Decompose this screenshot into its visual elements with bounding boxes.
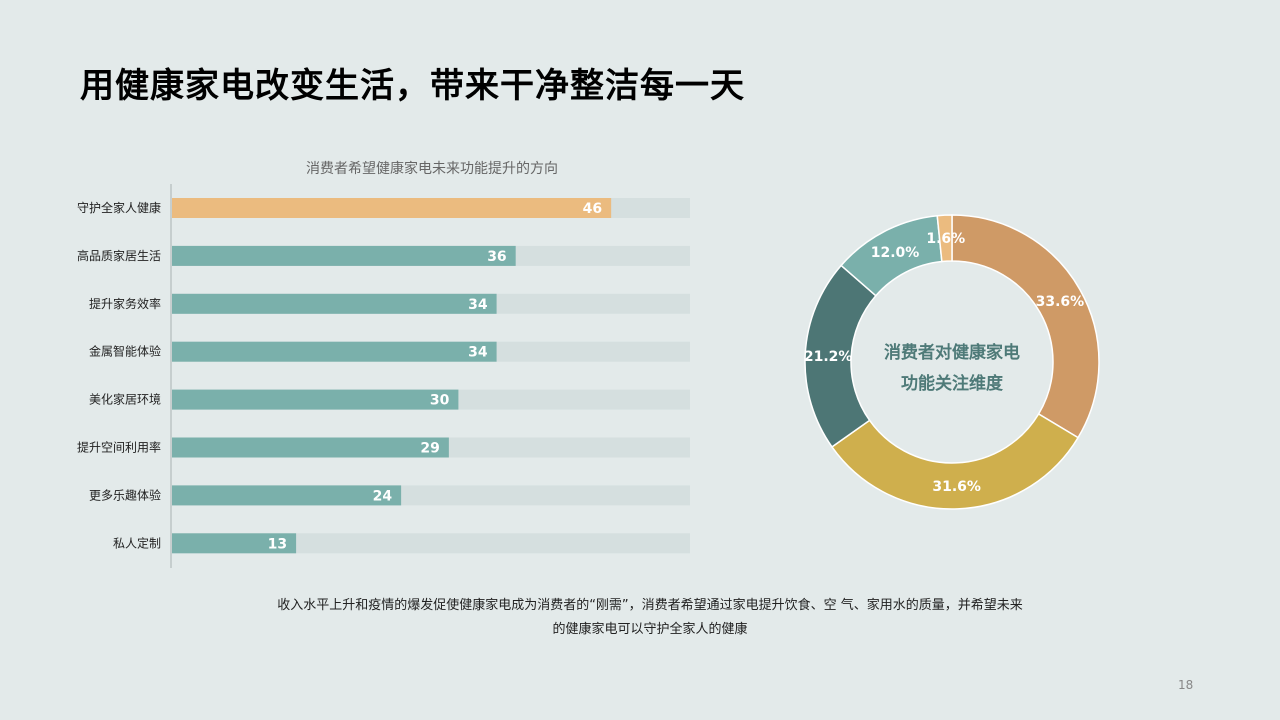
donut-center-line-1: 消费者对健康家电	[884, 343, 1020, 363]
bar-category-label: 提升家务效率	[89, 296, 161, 311]
bar	[172, 485, 402, 506]
bar-category-label: 美化家居环境	[89, 392, 161, 407]
bar	[172, 198, 612, 218]
donut-slice	[936, 214, 953, 263]
donut-value-label: 1.6%	[926, 231, 965, 247]
bar-category-label: 高品质家居生活	[77, 248, 161, 263]
donut-center-line-2: 功能关注维度	[901, 374, 1003, 394]
bar-category-label: 金属智能体验	[89, 344, 161, 359]
donut-value-label: 33.6%	[1036, 294, 1085, 310]
bar-category-label: 守护全家人健康	[77, 200, 161, 215]
donut-value-label: 31.6%	[932, 479, 981, 495]
bar-value-label: 29	[420, 441, 439, 457]
bar	[172, 533, 297, 554]
bar-value-label: 34	[468, 297, 488, 313]
bar	[172, 389, 459, 410]
bar-value-label: 34	[468, 345, 488, 361]
caption-line-1: 收入水平上升和疫情的爆发促使健康家电成为消费者的“刚需”，消费者希望通过家电提升…	[277, 598, 1023, 613]
donut-slice	[951, 214, 1100, 439]
bar-chart-title: 消费者希望健康家电未来功能提升的方向	[306, 161, 558, 177]
bar-value-label: 13	[268, 536, 287, 552]
caption-line-2: 的健康家电可以守护全家人的健康	[552, 622, 748, 637]
bar	[172, 437, 449, 458]
bar-category-label: 提升空间利用率	[77, 440, 161, 455]
bar	[172, 245, 516, 266]
bar-value-label: 24	[373, 488, 393, 504]
donut-slice	[830, 412, 1080, 510]
page-number: 18	[1178, 678, 1194, 692]
bar-value-label: 46	[583, 201, 602, 217]
bar-category-label: 更多乐趣体验	[89, 487, 161, 502]
bar	[172, 341, 497, 362]
donut-center-label: 消费者对健康家电 功能关注维度	[852, 338, 1052, 400]
bar-track	[172, 533, 690, 554]
bar-category-label: 私人定制	[113, 535, 161, 550]
page-title: 用健康家电改变生活，带来干净整洁每一天	[80, 66, 745, 106]
bar-value-label: 36	[487, 249, 506, 265]
bar-value-label: 30	[430, 393, 450, 409]
caption: 收入水平上升和疫情的爆发促使健康家电成为消费者的“刚需”，消费者希望通过家电提升…	[240, 594, 1060, 642]
donut-value-label: 12.0%	[871, 245, 920, 261]
donut-value-label: 21.2%	[804, 349, 853, 365]
bar	[172, 293, 497, 314]
